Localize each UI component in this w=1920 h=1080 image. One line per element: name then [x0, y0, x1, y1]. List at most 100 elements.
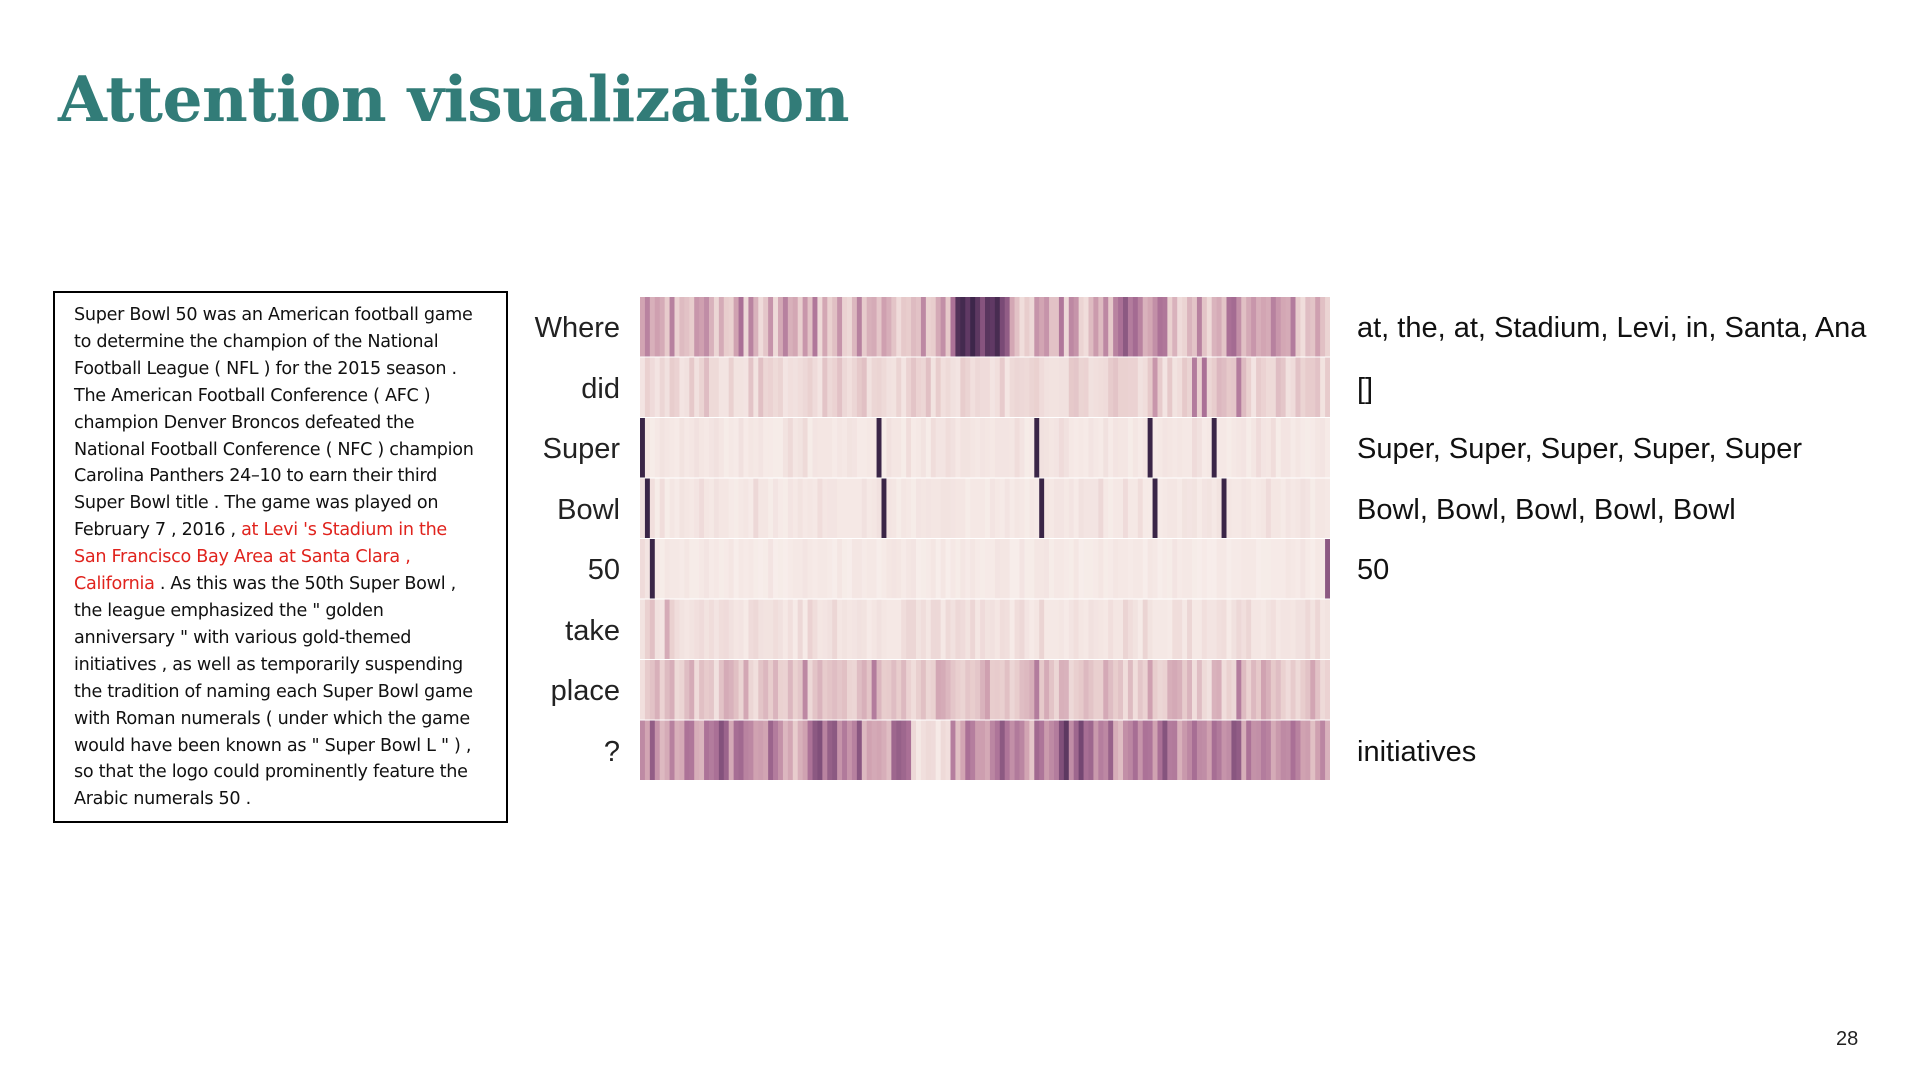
heatmap-cell	[792, 720, 799, 780]
heatmap-cell	[758, 599, 764, 659]
passage-text: the tradition of naming each Super Bowl …	[74, 681, 473, 702]
heatmap-cell	[881, 720, 887, 780]
heatmap-cell	[1167, 478, 1173, 538]
heatmap-cell	[960, 720, 966, 780]
heatmap-cell	[886, 720, 892, 780]
heatmap-cell	[649, 660, 656, 720]
heatmap-cell	[1167, 357, 1173, 417]
heatmap-cell	[1231, 297, 1237, 357]
heatmap-cell	[1024, 720, 1030, 780]
heatmap-cell	[763, 357, 769, 417]
heatmap-cell	[1132, 539, 1139, 599]
heatmap-cell	[787, 660, 794, 720]
heatmap-cell	[733, 357, 739, 417]
heatmap-cell	[930, 599, 937, 659]
heatmap-cell	[1103, 660, 1109, 720]
heatmap-cell	[935, 357, 942, 417]
answer-text: Super, Super, Super, Super, Super	[1357, 433, 1802, 466]
heatmap-cell	[925, 297, 932, 357]
heatmap-cell	[1196, 297, 1203, 357]
heatmap-cell	[1167, 720, 1173, 780]
heatmap-cell	[837, 478, 843, 538]
heatmap-cell	[1256, 357, 1262, 417]
heatmap-cell	[718, 599, 725, 659]
heatmap-cell	[1073, 297, 1080, 357]
heatmap-row	[640, 660, 1330, 720]
heatmap-cell	[1137, 660, 1144, 720]
heatmap-cell	[1265, 720, 1272, 780]
heatmap-cell	[1211, 297, 1218, 357]
heatmap-cell	[965, 599, 971, 659]
heatmap-cell	[1320, 660, 1326, 720]
heatmap-cell	[930, 357, 937, 417]
heatmap-cell	[1216, 297, 1222, 357]
heatmap-cell	[1009, 539, 1015, 599]
heatmap-cell	[1034, 297, 1040, 357]
heatmap-cell	[1142, 720, 1149, 780]
heatmap-cell	[989, 660, 996, 720]
heatmap-cell	[654, 478, 661, 538]
heatmap-cell	[891, 539, 897, 599]
heatmap-cell	[1044, 478, 1050, 538]
heatmap-cell	[1113, 418, 1119, 478]
heatmap-cell	[837, 660, 843, 720]
heatmap-cell	[1177, 539, 1183, 599]
heatmap-cell	[1162, 357, 1168, 417]
heatmap-cell	[975, 720, 981, 780]
heatmap-cell	[866, 720, 873, 780]
heatmap-cell	[1152, 599, 1158, 659]
heatmap-cell	[659, 720, 666, 780]
heatmap-cell	[1014, 539, 1020, 599]
heatmap-cell	[1068, 539, 1075, 599]
heatmap-cell	[1275, 297, 1282, 357]
heatmap-cell	[1004, 297, 1011, 357]
heatmap-cell	[1261, 599, 1267, 659]
heatmap-cell	[1147, 357, 1153, 417]
heatmap-cell	[1108, 539, 1114, 599]
heatmap-cell	[994, 297, 1001, 357]
heatmap-cell	[1290, 478, 1296, 538]
heatmap-cell	[1162, 720, 1168, 780]
heatmap-cell	[930, 478, 937, 538]
heatmap-cell	[1241, 660, 1247, 720]
heatmap-cell	[1246, 599, 1252, 659]
heatmap-cell	[1113, 478, 1119, 538]
passage-text: National Football Conference ( NFC ) cha…	[74, 439, 474, 460]
heatmap-cell	[1058, 660, 1065, 720]
heatmap-cell	[748, 599, 754, 659]
heatmap-cell	[1029, 297, 1035, 357]
heatmap-cell	[970, 478, 976, 538]
heatmap-cell	[704, 418, 710, 478]
heatmap-cell	[1083, 478, 1089, 538]
heatmap-cell	[1123, 357, 1129, 417]
heatmap-cell	[640, 297, 646, 357]
heatmap-cell	[689, 720, 695, 780]
heatmap-cell	[1088, 478, 1094, 538]
heatmap-cell	[930, 539, 937, 599]
heatmap-cell	[1325, 418, 1330, 478]
heatmap-cell	[773, 660, 779, 720]
heatmap-cell	[891, 720, 897, 780]
heatmap-cell	[1147, 418, 1153, 478]
heatmap-cell	[1192, 478, 1198, 538]
heatmap-cell	[980, 478, 986, 538]
heatmap-cell	[1315, 418, 1321, 478]
heatmap-cell	[1162, 297, 1168, 357]
heatmap-cell	[640, 478, 646, 538]
heatmap-cell	[743, 478, 749, 538]
heatmap-cell	[1142, 357, 1149, 417]
heatmap-cell	[649, 297, 656, 357]
heatmap-cell	[1044, 660, 1050, 720]
heatmap-cell	[1216, 478, 1222, 538]
heatmap-cell	[1221, 297, 1227, 357]
heatmap-cell	[1152, 660, 1158, 720]
heatmap-cell	[837, 297, 843, 357]
heatmap-cell	[950, 478, 956, 538]
heatmap-cell	[1093, 418, 1099, 478]
heatmap-cell	[950, 599, 956, 659]
heatmap-cell	[743, 539, 749, 599]
heatmap-cell	[778, 720, 784, 780]
heatmap-cell	[738, 660, 744, 720]
heatmap-cell	[1265, 539, 1272, 599]
heatmap-cell	[748, 720, 754, 780]
